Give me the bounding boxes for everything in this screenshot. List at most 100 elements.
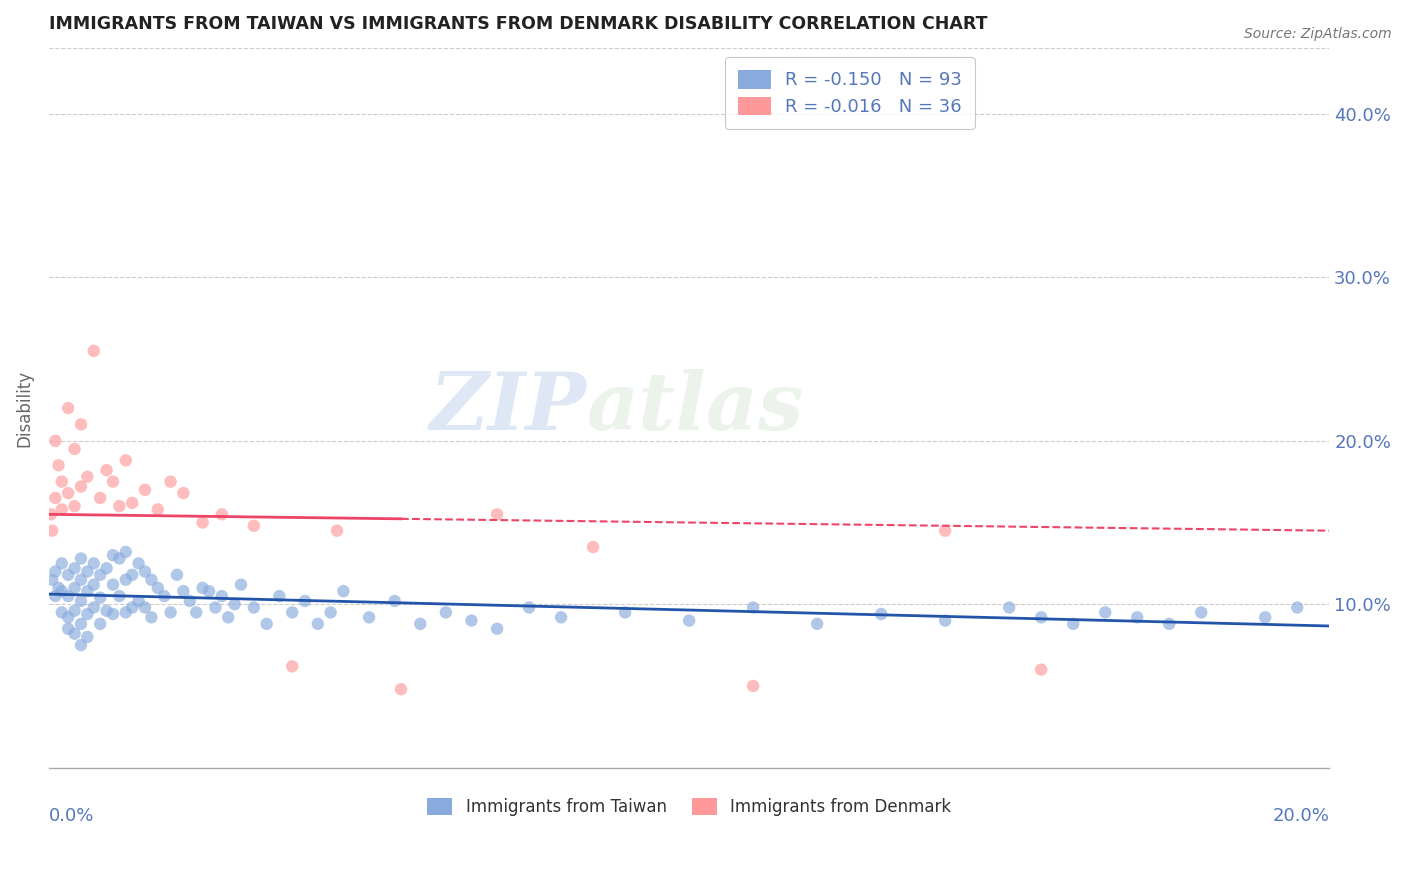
- Point: [96, 561, 118, 575]
- Point: [83, 557, 105, 571]
- Text: 20.0%: 20.0%: [1272, 807, 1329, 825]
- Point: [114, 606, 136, 620]
- Point: [51, 502, 73, 516]
- Point: [89, 616, 111, 631]
- Point: [269, 589, 291, 603]
- Point: [63, 604, 86, 618]
- Point: [51, 606, 73, 620]
- Point: [56, 486, 79, 500]
- Point: [307, 616, 329, 631]
- Point: [172, 584, 194, 599]
- Legend: Immigrants from Taiwan, Immigrants from Denmark: Immigrants from Taiwan, Immigrants from …: [419, 789, 959, 824]
- Point: [409, 616, 432, 631]
- Point: [1126, 610, 1149, 624]
- Point: [70, 594, 93, 608]
- Point: [211, 508, 233, 522]
- Point: [1094, 606, 1116, 620]
- Point: [76, 584, 98, 599]
- Point: [51, 584, 73, 599]
- Point: [44, 491, 66, 505]
- Point: [96, 604, 118, 618]
- Point: [384, 594, 406, 608]
- Point: [121, 600, 143, 615]
- Point: [678, 614, 700, 628]
- Point: [76, 469, 98, 483]
- Point: [96, 463, 118, 477]
- Point: [48, 581, 70, 595]
- Point: [332, 584, 354, 599]
- Point: [41, 524, 63, 538]
- Point: [141, 573, 163, 587]
- Point: [326, 524, 349, 538]
- Point: [389, 682, 412, 697]
- Point: [1159, 616, 1181, 631]
- Point: [89, 591, 111, 605]
- Point: [44, 434, 66, 448]
- Point: [204, 600, 226, 615]
- Point: [934, 524, 956, 538]
- Point: [101, 548, 124, 562]
- Point: [486, 508, 509, 522]
- Point: [870, 607, 893, 621]
- Point: [198, 584, 221, 599]
- Point: [934, 614, 956, 628]
- Point: [70, 479, 93, 493]
- Point: [191, 581, 214, 595]
- Point: [172, 486, 194, 500]
- Point: [550, 610, 572, 624]
- Point: [56, 610, 79, 624]
- Point: [101, 607, 124, 621]
- Point: [166, 567, 188, 582]
- Point: [614, 606, 637, 620]
- Point: [1286, 600, 1309, 615]
- Text: 0.0%: 0.0%: [49, 807, 94, 825]
- Point: [217, 610, 239, 624]
- Point: [211, 589, 233, 603]
- Point: [134, 565, 156, 579]
- Point: [486, 622, 509, 636]
- Point: [134, 483, 156, 497]
- Point: [1031, 610, 1053, 624]
- Point: [153, 589, 176, 603]
- Point: [229, 577, 252, 591]
- Text: IMMIGRANTS FROM TAIWAN VS IMMIGRANTS FROM DENMARK DISABILITY CORRELATION CHART: IMMIGRANTS FROM TAIWAN VS IMMIGRANTS FRO…: [49, 15, 987, 33]
- Point: [56, 567, 79, 582]
- Point: [63, 626, 86, 640]
- Point: [70, 551, 93, 566]
- Point: [56, 589, 79, 603]
- Point: [806, 616, 828, 631]
- Point: [76, 565, 98, 579]
- Point: [1254, 610, 1277, 624]
- Point: [63, 561, 86, 575]
- Point: [70, 573, 93, 587]
- Point: [70, 616, 93, 631]
- Point: [56, 401, 79, 415]
- Point: [186, 606, 208, 620]
- Point: [83, 577, 105, 591]
- Point: [63, 442, 86, 456]
- Point: [108, 499, 131, 513]
- Point: [294, 594, 316, 608]
- Y-axis label: Disability: Disability: [15, 369, 32, 447]
- Point: [89, 567, 111, 582]
- Point: [1031, 663, 1053, 677]
- Point: [39, 508, 62, 522]
- Point: [434, 606, 457, 620]
- Point: [357, 610, 380, 624]
- Point: [114, 545, 136, 559]
- Point: [517, 600, 540, 615]
- Point: [582, 540, 605, 554]
- Point: [76, 607, 98, 621]
- Text: ZIP: ZIP: [430, 369, 586, 447]
- Point: [281, 659, 304, 673]
- Point: [224, 597, 246, 611]
- Point: [121, 567, 143, 582]
- Point: [460, 614, 482, 628]
- Point: [134, 600, 156, 615]
- Point: [1189, 606, 1212, 620]
- Point: [281, 606, 304, 620]
- Point: [51, 475, 73, 489]
- Point: [114, 453, 136, 467]
- Point: [1062, 616, 1084, 631]
- Point: [243, 600, 266, 615]
